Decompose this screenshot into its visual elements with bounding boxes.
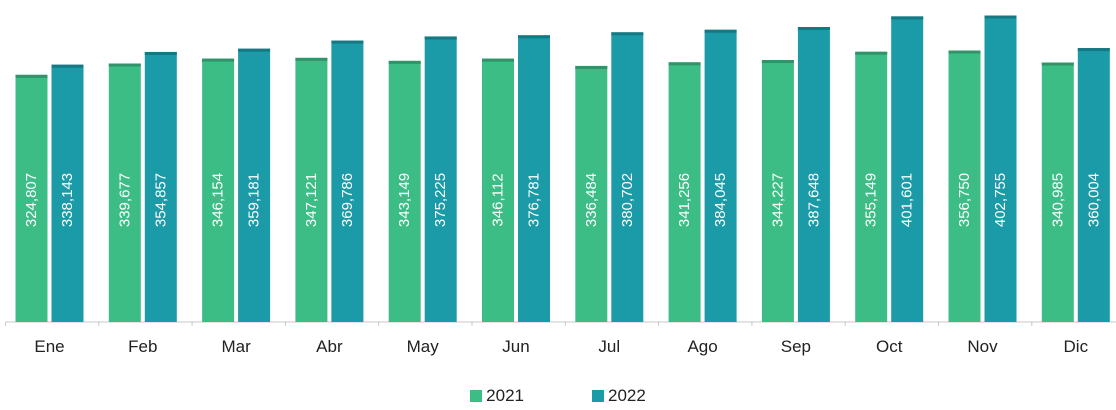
data-label-2021-May: 343,149 <box>396 173 413 227</box>
data-label-2021-Dic: 340,985 <box>1049 173 1066 227</box>
bar-2022-Oct <box>891 16 924 323</box>
bar-2022-May <box>424 36 457 323</box>
legend-label-2022: 2022 <box>608 386 646 405</box>
data-label-2021-Mar: 346,154 <box>210 173 227 227</box>
data-label-2021-Ene: 324,807 <box>23 173 40 227</box>
data-label-2022-Ago: 384,045 <box>712 173 729 227</box>
bar-2021-Nov <box>948 50 981 323</box>
bar-cap-2021-Ago <box>668 62 701 66</box>
bar-2021-May <box>388 60 421 322</box>
bar-cap-2022-Oct <box>891 16 924 20</box>
x-tick-label-Abr: Abr <box>316 337 343 356</box>
bar-cap-2022-Dic <box>1077 48 1110 52</box>
bar-2021-Jun <box>482 58 514 322</box>
bar-cap-2021-Feb <box>108 63 141 67</box>
bar-2021-Ago <box>668 62 701 323</box>
bar-cap-2022-Abr <box>331 40 364 44</box>
bar-2022-Ago <box>704 29 737 322</box>
x-tick-label-Jun: Jun <box>502 337 529 356</box>
bar-cap-2022-Mar <box>238 48 271 52</box>
bar-cap-2021-Mar <box>202 58 235 62</box>
bar-cap-2021-Nov <box>948 50 981 54</box>
x-tick-label-Oct: Oct <box>876 337 903 356</box>
x-tick-label-Nov: Nov <box>967 337 998 356</box>
data-label-2022-Dic: 360,004 <box>1085 173 1102 227</box>
bar-2021-Ene <box>15 74 48 322</box>
bar-2021-Feb <box>108 63 141 322</box>
bar-cap-2022-Jun <box>518 35 550 39</box>
x-tick-labels: Ene Feb Mar Abr May Jun Jul Ago Sep Oct Nov Dic <box>5 322 1089 356</box>
bar-cap-2022-Ene <box>51 64 84 68</box>
data-label-2021-Sep: 344,227 <box>769 173 786 227</box>
bar-cap-2021-Jul <box>575 65 608 69</box>
legend-swatch-2022 <box>592 390 604 402</box>
x-tick-label-Dic: Dic <box>1064 337 1089 356</box>
data-label-2021-Jun: 346,112 <box>490 173 507 226</box>
data-label-2021-Feb: 339,677 <box>116 173 133 227</box>
data-label-2021-Jul: 336,484 <box>583 173 600 227</box>
bar-2021-Oct <box>855 51 888 323</box>
bar-cap-2021-May <box>388 60 421 64</box>
bar-cap-2021-Dic <box>1041 62 1074 66</box>
legend: 2021 2022 <box>0 386 1116 406</box>
x-tick-label-May: May <box>407 337 440 356</box>
x-tick-label-Feb: Feb <box>128 337 157 356</box>
x-tick-label-Jul: Jul <box>598 337 620 356</box>
bar-cap-2022-Jul <box>611 32 644 36</box>
bar-cap-2022-Sep <box>797 27 830 31</box>
bar-2021-Dic <box>1041 62 1074 322</box>
data-label-2022-Jun: 376,781 <box>526 173 543 227</box>
data-label-2022-Nov: 402,755 <box>992 173 1009 227</box>
bar-2022-Ene <box>51 64 84 322</box>
bar-2021-Sep <box>761 60 794 323</box>
data-label-2022-Feb: 354,857 <box>152 173 169 227</box>
bar-cap-2021-Oct <box>855 51 888 55</box>
bar-2022-Mar <box>238 48 271 322</box>
data-label-2022-Oct: 401,601 <box>899 173 916 227</box>
bar-2022-Dic <box>1077 48 1110 322</box>
bar-2022-Abr <box>331 40 364 323</box>
bar-2021-Abr <box>295 57 328 322</box>
bar-cap-2021-Ene <box>15 74 48 78</box>
legend-item-2021: 2021 <box>470 386 524 406</box>
legend-label-2021: 2021 <box>486 386 524 405</box>
bar-2022-Nov <box>984 15 1017 322</box>
data-label-2021-Nov: 356,750 <box>956 173 973 227</box>
bar-cap-2021-Jun <box>482 58 514 62</box>
x-tick-label-Ene: Ene <box>34 337 64 356</box>
bar-cap-2022-Nov <box>984 15 1017 19</box>
bar-2022-Jul <box>611 32 644 322</box>
x-tick-label-Mar: Mar <box>221 337 251 356</box>
bar-cap-2022-Feb <box>144 51 177 55</box>
x-tick-label-Ago: Ago <box>687 337 717 356</box>
bar-2021-Jul <box>575 65 608 323</box>
bar-2022-Feb <box>144 51 177 323</box>
legend-swatch-2021 <box>470 390 483 402</box>
data-label-2022-May: 375,225 <box>432 173 449 227</box>
data-label-2022-Ene: 338,143 <box>59 173 76 227</box>
bar-cap-2021-Sep <box>761 60 794 64</box>
data-label-2022-Mar: 359,181 <box>246 173 263 227</box>
bar-cap-2022-May <box>424 36 457 40</box>
data-label-2021-Oct: 355,149 <box>863 173 880 227</box>
bar-2022-Jun <box>518 35 550 323</box>
data-label-2021-Abr: 347,121 <box>303 173 320 227</box>
data-label-2022-Abr: 369,786 <box>339 173 356 227</box>
legend-item-2022: 2022 <box>592 386 646 406</box>
data-label-2022-Jul: 380,702 <box>619 173 636 227</box>
bar-cap-2022-Ago <box>704 29 737 33</box>
data-label-2022-Sep: 387,648 <box>805 173 822 227</box>
x-tick-label-Sep: Sep <box>781 337 811 356</box>
bar-2021-Mar <box>202 58 235 323</box>
data-label-2021-Ago: 341,256 <box>676 173 693 227</box>
bar-cap-2021-Abr <box>295 57 328 61</box>
bar-2022-Sep <box>797 27 830 322</box>
bars-group: 324,807 338,143 339,677 354,857 346,154 359,1… <box>15 15 1110 323</box>
